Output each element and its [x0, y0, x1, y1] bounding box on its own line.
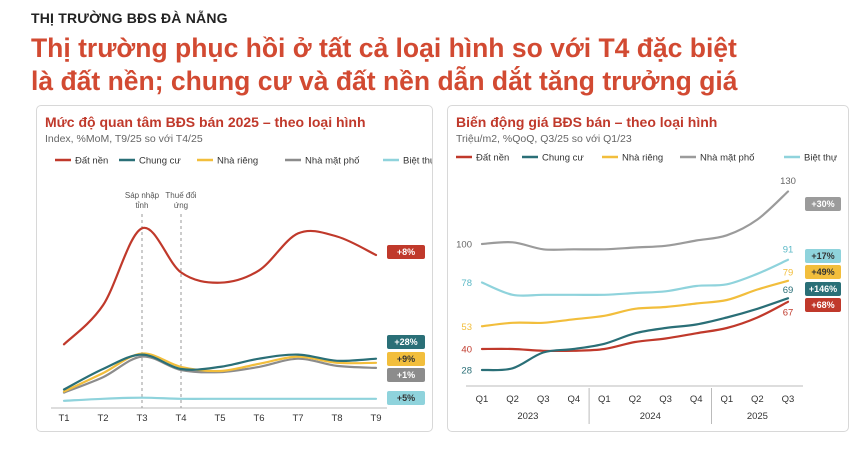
page-kicker: THỊ TRƯỜNG BĐS ĐÀ NẴNG — [31, 10, 228, 26]
price-change-badge-biet-thu — [805, 249, 841, 263]
price-chart-title: Biến động giá BĐS bán – theo loại hình — [456, 114, 718, 130]
price-end-label-chung-cu: 69 — [783, 285, 794, 296]
interest-x-tick: T8 — [331, 413, 342, 424]
price-x-tick: Q3 — [782, 394, 795, 405]
price-change-badge-dat-nen — [805, 298, 841, 312]
interest-change-label-biet-thu: +5% — [397, 393, 415, 403]
price-chart-subtitle: Triệu/m2, %QoQ, Q3/25 so với Q1/23 — [456, 133, 632, 145]
price-change-badge-nha-rieng — [805, 265, 841, 279]
price-change-label-dat-nen: +68% — [811, 300, 834, 310]
price-year-label: 2023 — [517, 411, 538, 422]
price-chart-svg: Đất nền Chung cư Nhà riêng Nhà mặt phố Biệt … — [456, 153, 841, 424]
interest-legend-label-nha-mat-pho: Nhà mặt phố — [305, 156, 360, 167]
interest-change-label-nha-mat-pho: +1% — [397, 370, 415, 380]
interest-chart-title: Mức độ quan tâm BĐS bán 2025 – theo loại… — [45, 114, 366, 130]
price-start-label-biet-thu: 78 — [461, 278, 472, 289]
price-start-label-nha-mat-pho: 100 — [456, 240, 472, 251]
interest-legend-label-nha-rieng: Nhà riêng — [217, 156, 258, 167]
interest-legend-label-biet-thu: Biệt thự — [403, 156, 432, 167]
price-start-label-nha-rieng: 53 — [461, 322, 472, 333]
interest-annotation-text: Sáp nhập — [125, 191, 160, 200]
interest-change-label-dat-nen: +8% — [397, 247, 415, 257]
price-change-badge-chung-cu — [805, 282, 841, 296]
interest-change-badge-nha-rieng — [387, 352, 425, 366]
price-x-tick: Q4 — [690, 394, 703, 405]
interest-x-tick: T2 — [97, 413, 108, 424]
interest-series-line-nha-rieng — [62, 352, 378, 393]
price-legend-label-chung-cu: Chung cư — [542, 153, 584, 164]
price-x-tick: Q3 — [659, 394, 672, 405]
price-legend-label-dat-nen: Đất nền — [476, 153, 509, 164]
headline-line-1: Thị trường phục hồi ở tất cả loại hình s… — [31, 33, 737, 63]
interest-annotation-text: tỉnh — [136, 201, 149, 210]
price-change-badge-nha-mat-pho — [805, 197, 841, 211]
interest-x-tick: T5 — [214, 413, 225, 424]
price-series-line-chung-cu — [480, 297, 790, 372]
price-legend-label-nha-mat-pho: Nhà mặt phố — [700, 153, 755, 164]
price-x-tick: Q1 — [720, 394, 733, 405]
price-x-tick: Q1 — [476, 394, 489, 405]
price-series-line-dat-nen — [480, 300, 790, 353]
price-x-tick: Q2 — [751, 394, 764, 405]
interest-legend-label-chung-cu: Chung cư — [139, 156, 181, 167]
price-end-label-dat-nen: 67 — [783, 307, 794, 318]
price-end-label-nha-rieng: 79 — [783, 267, 794, 278]
price-x-tick: Q1 — [598, 394, 611, 405]
price-year-label: 2024 — [640, 411, 661, 422]
interest-x-tick: T7 — [292, 413, 303, 424]
price-x-tick: Q3 — [537, 394, 550, 405]
interest-x-tick: T3 — [136, 413, 147, 424]
price-start-label-chung-cu: 28 — [461, 366, 472, 377]
interest-series-line-dat-nen — [62, 226, 378, 346]
price-start-label-dat-nen: 40 — [461, 345, 472, 356]
interest-legend-label-dat-nen: Đất nền — [75, 156, 108, 167]
interest-change-badge-dat-nen — [387, 245, 425, 259]
interest-annotation-text: Thuế đổi — [165, 191, 196, 200]
page-headline: Thị trường phục hồi ở tất cả loại hình s… — [31, 32, 851, 98]
interest-chart-panel: Mức độ quan tâm BĐS bán 2025 – theo loại… — [36, 105, 433, 432]
price-series-line-nha-rieng — [480, 279, 790, 328]
price-legend-label-biet-thu: Biệt thự — [804, 153, 838, 164]
price-change-label-chung-cu: +146% — [809, 284, 837, 294]
interest-x-tick: T9 — [370, 413, 381, 424]
headline-line-2: là đất nền; chung cư và đất nền dẫn dắt … — [31, 66, 738, 96]
price-change-label-nha-rieng: +49% — [811, 267, 834, 277]
price-end-label-nha-mat-pho: 130 — [780, 176, 796, 187]
interest-x-tick: T1 — [58, 413, 69, 424]
interest-change-badge-biet-thu — [387, 391, 425, 405]
price-year-label: 2025 — [747, 411, 768, 422]
price-chart-panel: Biến động giá BĐS bán – theo loại hình T… — [447, 105, 849, 432]
interest-series-line-chung-cu — [62, 353, 378, 391]
interest-change-badge-nha-mat-pho — [387, 368, 425, 382]
price-end-label-biet-thu: 91 — [783, 244, 794, 255]
interest-x-tick: T4 — [175, 413, 186, 424]
interest-change-label-nha-rieng: +9% — [397, 354, 415, 364]
price-x-tick: Q2 — [629, 394, 642, 405]
price-change-label-nha-mat-pho: +30% — [811, 199, 834, 209]
price-series-line-nha-mat-pho — [480, 190, 790, 251]
interest-change-badge-chung-cu — [387, 335, 425, 349]
interest-chart-subtitle: Index, %MoM, T9/25 so với T4/25 — [45, 133, 203, 145]
price-change-label-biet-thu: +17% — [811, 251, 834, 261]
interest-change-label-chung-cu: +28% — [394, 337, 417, 347]
price-x-tick: Q2 — [506, 394, 519, 405]
price-legend-label-nha-rieng: Nhà riêng — [622, 153, 663, 164]
interest-chart-svg: Đất nền Chung cư Nhà riêng Nhà mặt phố Biệt … — [51, 156, 432, 424]
interest-series-line-biet-thu — [62, 396, 378, 402]
price-x-tick: Q4 — [567, 394, 580, 405]
price-series-line-biet-thu — [480, 258, 790, 297]
interest-annotation-text: ứng — [174, 201, 188, 210]
interest-x-tick: T6 — [253, 413, 264, 424]
